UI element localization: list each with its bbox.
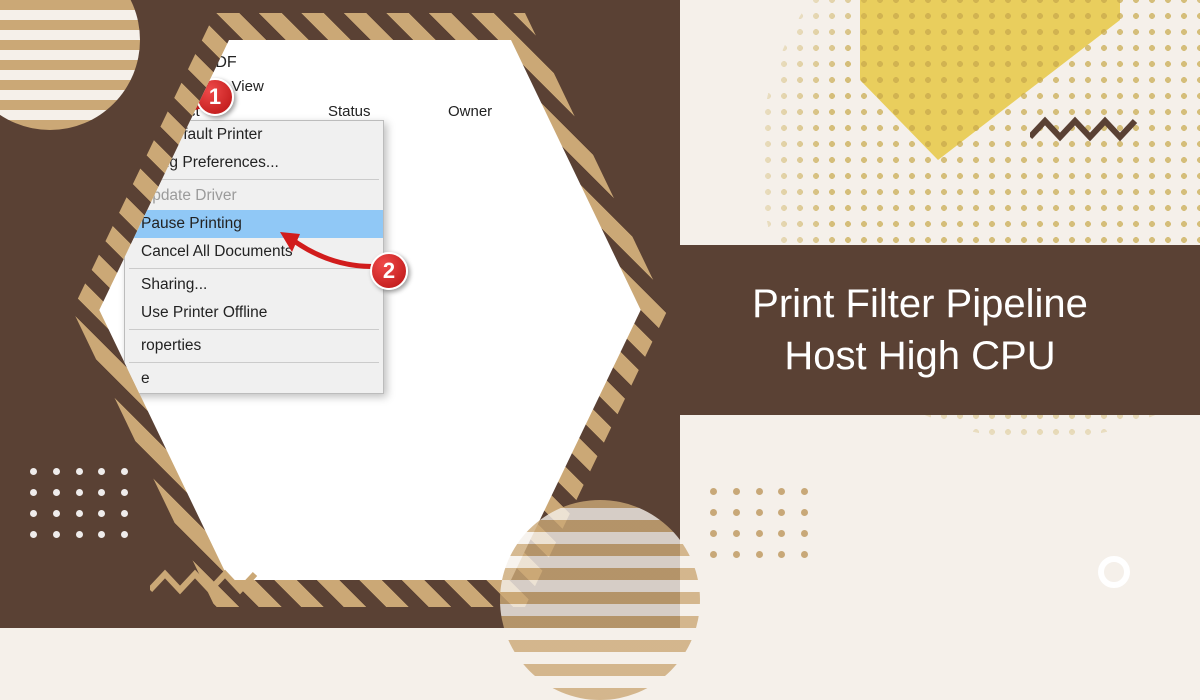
- decor-dot-grid-left: [30, 468, 130, 538]
- menu-close[interactable]: e: [125, 365, 383, 393]
- menu-update-driver: Update Driver: [125, 182, 383, 210]
- col-status[interactable]: Status: [328, 103, 448, 120]
- title-line-2: Host High CPU: [784, 334, 1055, 378]
- menu-separator: [129, 329, 379, 330]
- step-marker-2: 2: [370, 252, 408, 290]
- menu-separator: [129, 179, 379, 180]
- decor-ring-icon: [1098, 556, 1130, 588]
- menu-view[interactable]: View: [232, 78, 264, 95]
- menu-sharing[interactable]: Sharing...: [125, 271, 383, 299]
- title-line-1: Print Filter Pipeline: [752, 282, 1088, 326]
- zigzag-icon: [1030, 115, 1140, 145]
- page-title: Print Filter Pipeline Host High CPU: [752, 278, 1088, 382]
- col-owner[interactable]: Owner: [448, 103, 548, 120]
- menu-properties[interactable]: roperties: [125, 332, 383, 360]
- decor-dot-grid-right: [710, 488, 810, 558]
- title-panel: Print Filter Pipeline Host High CPU: [640, 245, 1200, 415]
- menu-separator: [129, 362, 379, 363]
- zigzag-icon: [150, 568, 260, 598]
- menu-use-printer-offline[interactable]: Use Printer Offline: [125, 299, 383, 327]
- decor-striped-circle-bottom: [500, 500, 700, 700]
